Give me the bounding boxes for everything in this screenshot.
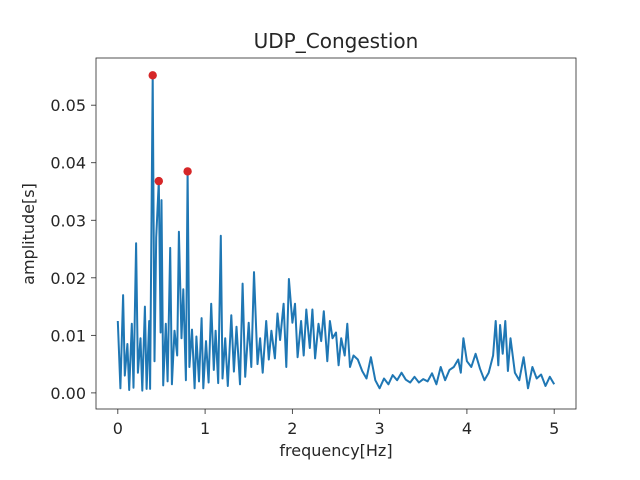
y-axis: 0.00 0.01 0.02 0.03 0.04 0.05 [50, 96, 96, 403]
y-tick-label: 0.00 [50, 384, 86, 403]
y-tick-label: 0.05 [50, 96, 86, 115]
plot-area [116, 71, 556, 392]
peak-marker [154, 176, 163, 186]
x-tick-label: 0 [113, 419, 123, 438]
y-axis-label: amplitude[s] [19, 183, 38, 285]
x-tick-label: 3 [375, 419, 385, 438]
y-tick-label: 0.02 [50, 269, 86, 288]
peak-marker [183, 167, 192, 176]
x-tick-label: 5 [549, 419, 559, 438]
series-line-0 [116, 74, 556, 392]
y-tick-label: 0.03 [50, 211, 86, 230]
peak-marker [148, 71, 157, 80]
y-tick-label: 0.01 [50, 326, 86, 345]
y-tick-label: 0.04 [50, 154, 86, 173]
x-tick-label: 2 [287, 419, 297, 438]
plot-frame [95, 57, 577, 410]
x-tick-label: 1 [200, 419, 210, 438]
chart-title: UDP_Congestion [254, 29, 419, 53]
x-axis-label: frequency[Hz] [279, 441, 392, 460]
x-axis: 0 1 2 3 4 5 [113, 409, 559, 438]
x-tick-label: 4 [462, 419, 472, 438]
